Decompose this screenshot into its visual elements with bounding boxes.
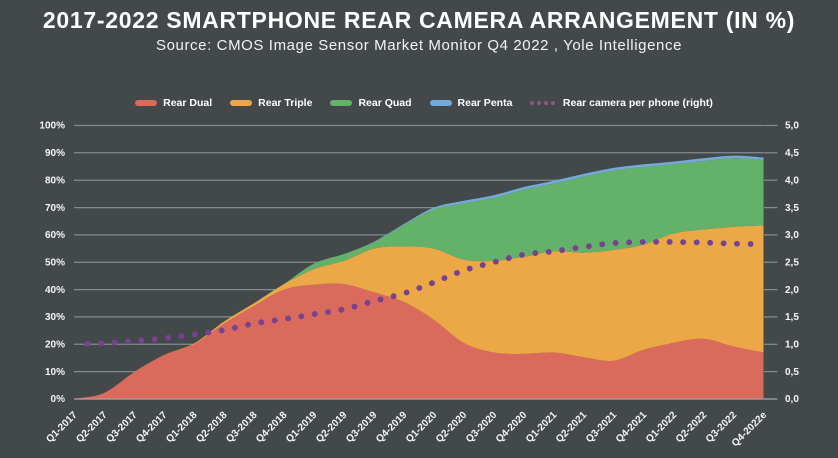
- svg-text:Q2-2019: Q2-2019: [314, 410, 350, 446]
- svg-text:Q4-2020: Q4-2020: [494, 410, 530, 446]
- svg-text:50%: 50%: [45, 257, 65, 268]
- svg-text:Q2-2021: Q2-2021: [554, 410, 590, 446]
- svg-text:Q1-2017: Q1-2017: [44, 410, 80, 446]
- svg-text:Q1-2021: Q1-2021: [524, 410, 560, 446]
- svg-text:Q1-2018: Q1-2018: [164, 410, 200, 446]
- svg-text:Q4-2021: Q4-2021: [614, 410, 650, 446]
- svg-text:Q3-2018: Q3-2018: [224, 410, 260, 446]
- svg-text:20%: 20%: [45, 340, 65, 351]
- svg-text:0,0: 0,0: [785, 394, 799, 405]
- svg-text:Q2-2022: Q2-2022: [674, 410, 710, 446]
- svg-text:2,0: 2,0: [785, 285, 799, 296]
- svg-text:Q3-2019: Q3-2019: [344, 410, 380, 446]
- svg-text:60%: 60%: [45, 230, 65, 241]
- svg-text:Q3-2017: Q3-2017: [104, 410, 140, 446]
- svg-text:Q4-2019: Q4-2019: [374, 410, 410, 446]
- svg-text:3,0: 3,0: [785, 230, 799, 241]
- svg-text:1,0: 1,0: [785, 340, 799, 351]
- svg-text:Q1-2020: Q1-2020: [404, 410, 440, 446]
- svg-text:Q2-2017: Q2-2017: [74, 410, 110, 446]
- svg-text:0,5: 0,5: [785, 367, 799, 378]
- svg-text:Q4-2018: Q4-2018: [254, 410, 290, 446]
- svg-text:10%: 10%: [45, 367, 65, 378]
- svg-text:Q3-2020: Q3-2020: [464, 410, 500, 446]
- svg-text:100%: 100%: [39, 121, 65, 132]
- svg-text:Q4-2017: Q4-2017: [134, 410, 170, 446]
- svg-text:4,0: 4,0: [785, 175, 799, 186]
- svg-text:90%: 90%: [45, 148, 65, 159]
- svg-text:Q2-2018: Q2-2018: [194, 410, 230, 446]
- svg-text:0%: 0%: [51, 394, 66, 405]
- svg-text:Q3-2021: Q3-2021: [584, 410, 620, 446]
- svg-text:5,0: 5,0: [785, 121, 799, 132]
- svg-text:30%: 30%: [45, 312, 65, 323]
- svg-text:4,5: 4,5: [785, 148, 799, 159]
- svg-text:Q2-2020: Q2-2020: [434, 410, 470, 446]
- svg-text:1,5: 1,5: [785, 312, 799, 323]
- svg-text:40%: 40%: [45, 285, 65, 296]
- svg-text:3,5: 3,5: [785, 203, 799, 214]
- svg-text:Q1-2022: Q1-2022: [644, 410, 680, 446]
- svg-text:Q1-2019: Q1-2019: [284, 410, 320, 446]
- svg-text:80%: 80%: [45, 175, 65, 186]
- svg-text:70%: 70%: [45, 203, 65, 214]
- svg-text:2,5: 2,5: [785, 257, 799, 268]
